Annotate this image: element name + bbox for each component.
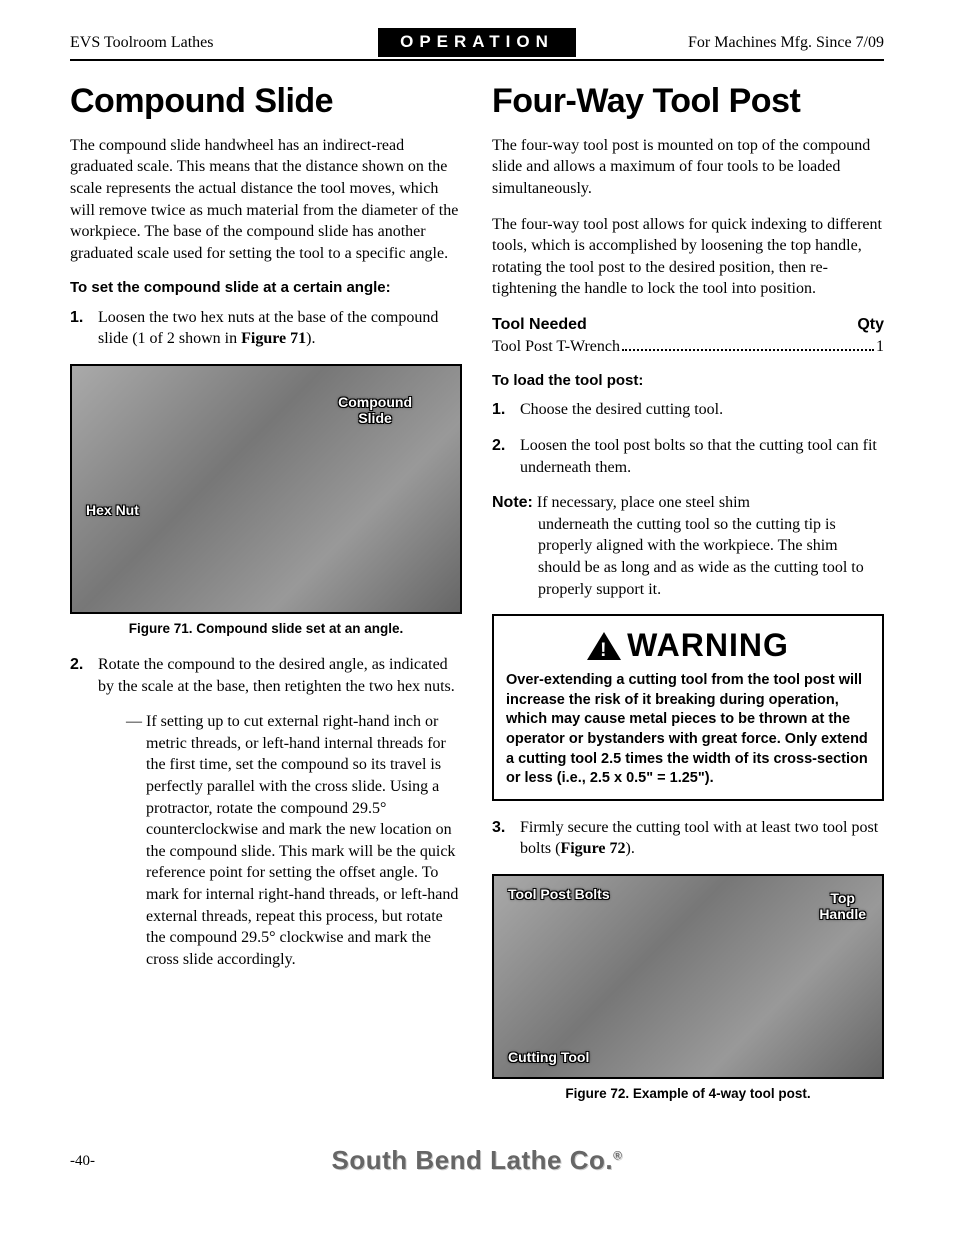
tool-needed-label: Tool Needed (492, 314, 587, 336)
step-number: 1. (70, 307, 98, 350)
step2-subnote: — If setting up to cut external right-ha… (98, 711, 462, 970)
step1-post: ). (306, 330, 315, 347)
step-number: 2. (492, 435, 520, 478)
step-body: Firmly secure the cutting tool with at l… (520, 817, 884, 860)
compound-step-1: 1. Loosen the two hex nuts at the base o… (70, 307, 462, 350)
step-number: 2. (70, 654, 98, 970)
tool-item-row: Tool Post T-Wrench 1 (492, 336, 884, 358)
step-body: Rotate the compound to the desired angle… (98, 654, 462, 970)
load-step-2: 2. Loosen the tool post bolts so that th… (492, 435, 884, 478)
note-first-line: If necessary, place one steel shim (533, 494, 750, 511)
figure-71: CompoundSlide Hex Nut (70, 364, 462, 614)
step-body: Choose the desired cutting tool. (520, 399, 884, 421)
load-steps-list: 1. Choose the desired cutting tool. 2. L… (492, 399, 884, 478)
dash-marker: — (126, 711, 146, 970)
step1-figref: Figure 71 (241, 330, 306, 347)
figure-72: Tool Post Bolts TopHandle Cutting Tool (492, 874, 884, 1079)
figure-71-label-hex-nut: Hex Nut (86, 502, 139, 518)
step3-post: ). (625, 840, 634, 857)
tool-needed-header: Tool Needed Qty (492, 314, 884, 336)
figure-72-label-cutting: Cutting Tool (508, 1049, 589, 1065)
load-steps-list-3: 3. Firmly secure the cutting tool with a… (492, 817, 884, 860)
step2-text: Rotate the compound to the desired angle… (98, 656, 455, 695)
footer-brand: South Bend Lathe Co.® (130, 1143, 824, 1178)
four-way-title: Four-Way Tool Post (492, 79, 884, 125)
warning-body-text: Over-extending a cutting tool from the t… (506, 671, 870, 788)
dotted-leader (622, 349, 874, 351)
header-right-text: For Machines Mfg. Since 7/09 (576, 32, 884, 54)
step-number: 3. (492, 817, 520, 860)
footer-reg-mark: ® (613, 1148, 622, 1162)
load-tool-post-heading: To load the tool post: (492, 371, 884, 391)
figure-71-label-compound-slide: CompoundSlide (338, 394, 412, 426)
set-angle-heading: To set the compound slide at a certain a… (70, 278, 462, 298)
compound-intro-paragraph: The compound slide handwheel has an indi… (70, 135, 462, 265)
note-block: Note: If necessary, place one steel shim… (492, 492, 884, 600)
note-label: Note: (492, 494, 533, 511)
warning-box: WARNING Over-extending a cutting tool fr… (492, 614, 884, 801)
fourway-p2: The four-way tool post allows for quick … (492, 214, 884, 300)
figure-72-caption: Figure 72. Example of 4-way tool post. (492, 1085, 884, 1103)
page-header: EVS Toolroom Lathes OPERATION For Machin… (70, 28, 884, 61)
figure-72-label-bolts: Tool Post Bolts (508, 886, 610, 902)
figure-71-caption: Figure 71. Compound slide set at an angl… (70, 620, 462, 638)
warning-triangle-icon (587, 632, 621, 660)
tool-item-qty: 1 (876, 336, 884, 358)
figure-72-label-handle: TopHandle (819, 890, 866, 922)
right-column: Four-Way Tool Post The four-way tool pos… (492, 79, 884, 1119)
warning-title-text: WARNING (627, 624, 789, 667)
compound-step-2: 2. Rotate the compound to the desired an… (70, 654, 462, 970)
header-section-badge: OPERATION (378, 28, 576, 57)
step2-dash-text: If setting up to cut external right-hand… (146, 711, 462, 970)
note-rest: underneath the cutting tool so the cutti… (492, 514, 884, 600)
page-footer: -40- South Bend Lathe Co.® (70, 1143, 884, 1178)
compound-slide-title: Compound Slide (70, 79, 462, 125)
load-step-1: 1. Choose the desired cutting tool. (492, 399, 884, 421)
step-body: Loosen the tool post bolts so that the c… (520, 435, 884, 478)
compound-steps-list: 1. Loosen the two hex nuts at the base o… (70, 307, 462, 350)
load-step-3: 3. Firmly secure the cutting tool with a… (492, 817, 884, 860)
content-columns: Compound Slide The compound slide handwh… (70, 79, 884, 1119)
left-column: Compound Slide The compound slide handwh… (70, 79, 462, 1119)
page-number: -40- (70, 1151, 130, 1171)
compound-steps-list-2: 2. Rotate the compound to the desired an… (70, 654, 462, 970)
qty-label: Qty (857, 314, 884, 336)
fourway-p1: The four-way tool post is mounted on top… (492, 135, 884, 200)
step-number: 1. (492, 399, 520, 421)
warning-title-row: WARNING (506, 624, 870, 667)
footer-brand-text: South Bend Lathe Co. (332, 1145, 614, 1175)
tool-item-name: Tool Post T-Wrench (492, 336, 620, 358)
step3-figref: Figure 72 (560, 840, 625, 857)
header-left-text: EVS Toolroom Lathes (70, 32, 378, 54)
step-body: Loosen the two hex nuts at the base of t… (98, 307, 462, 350)
